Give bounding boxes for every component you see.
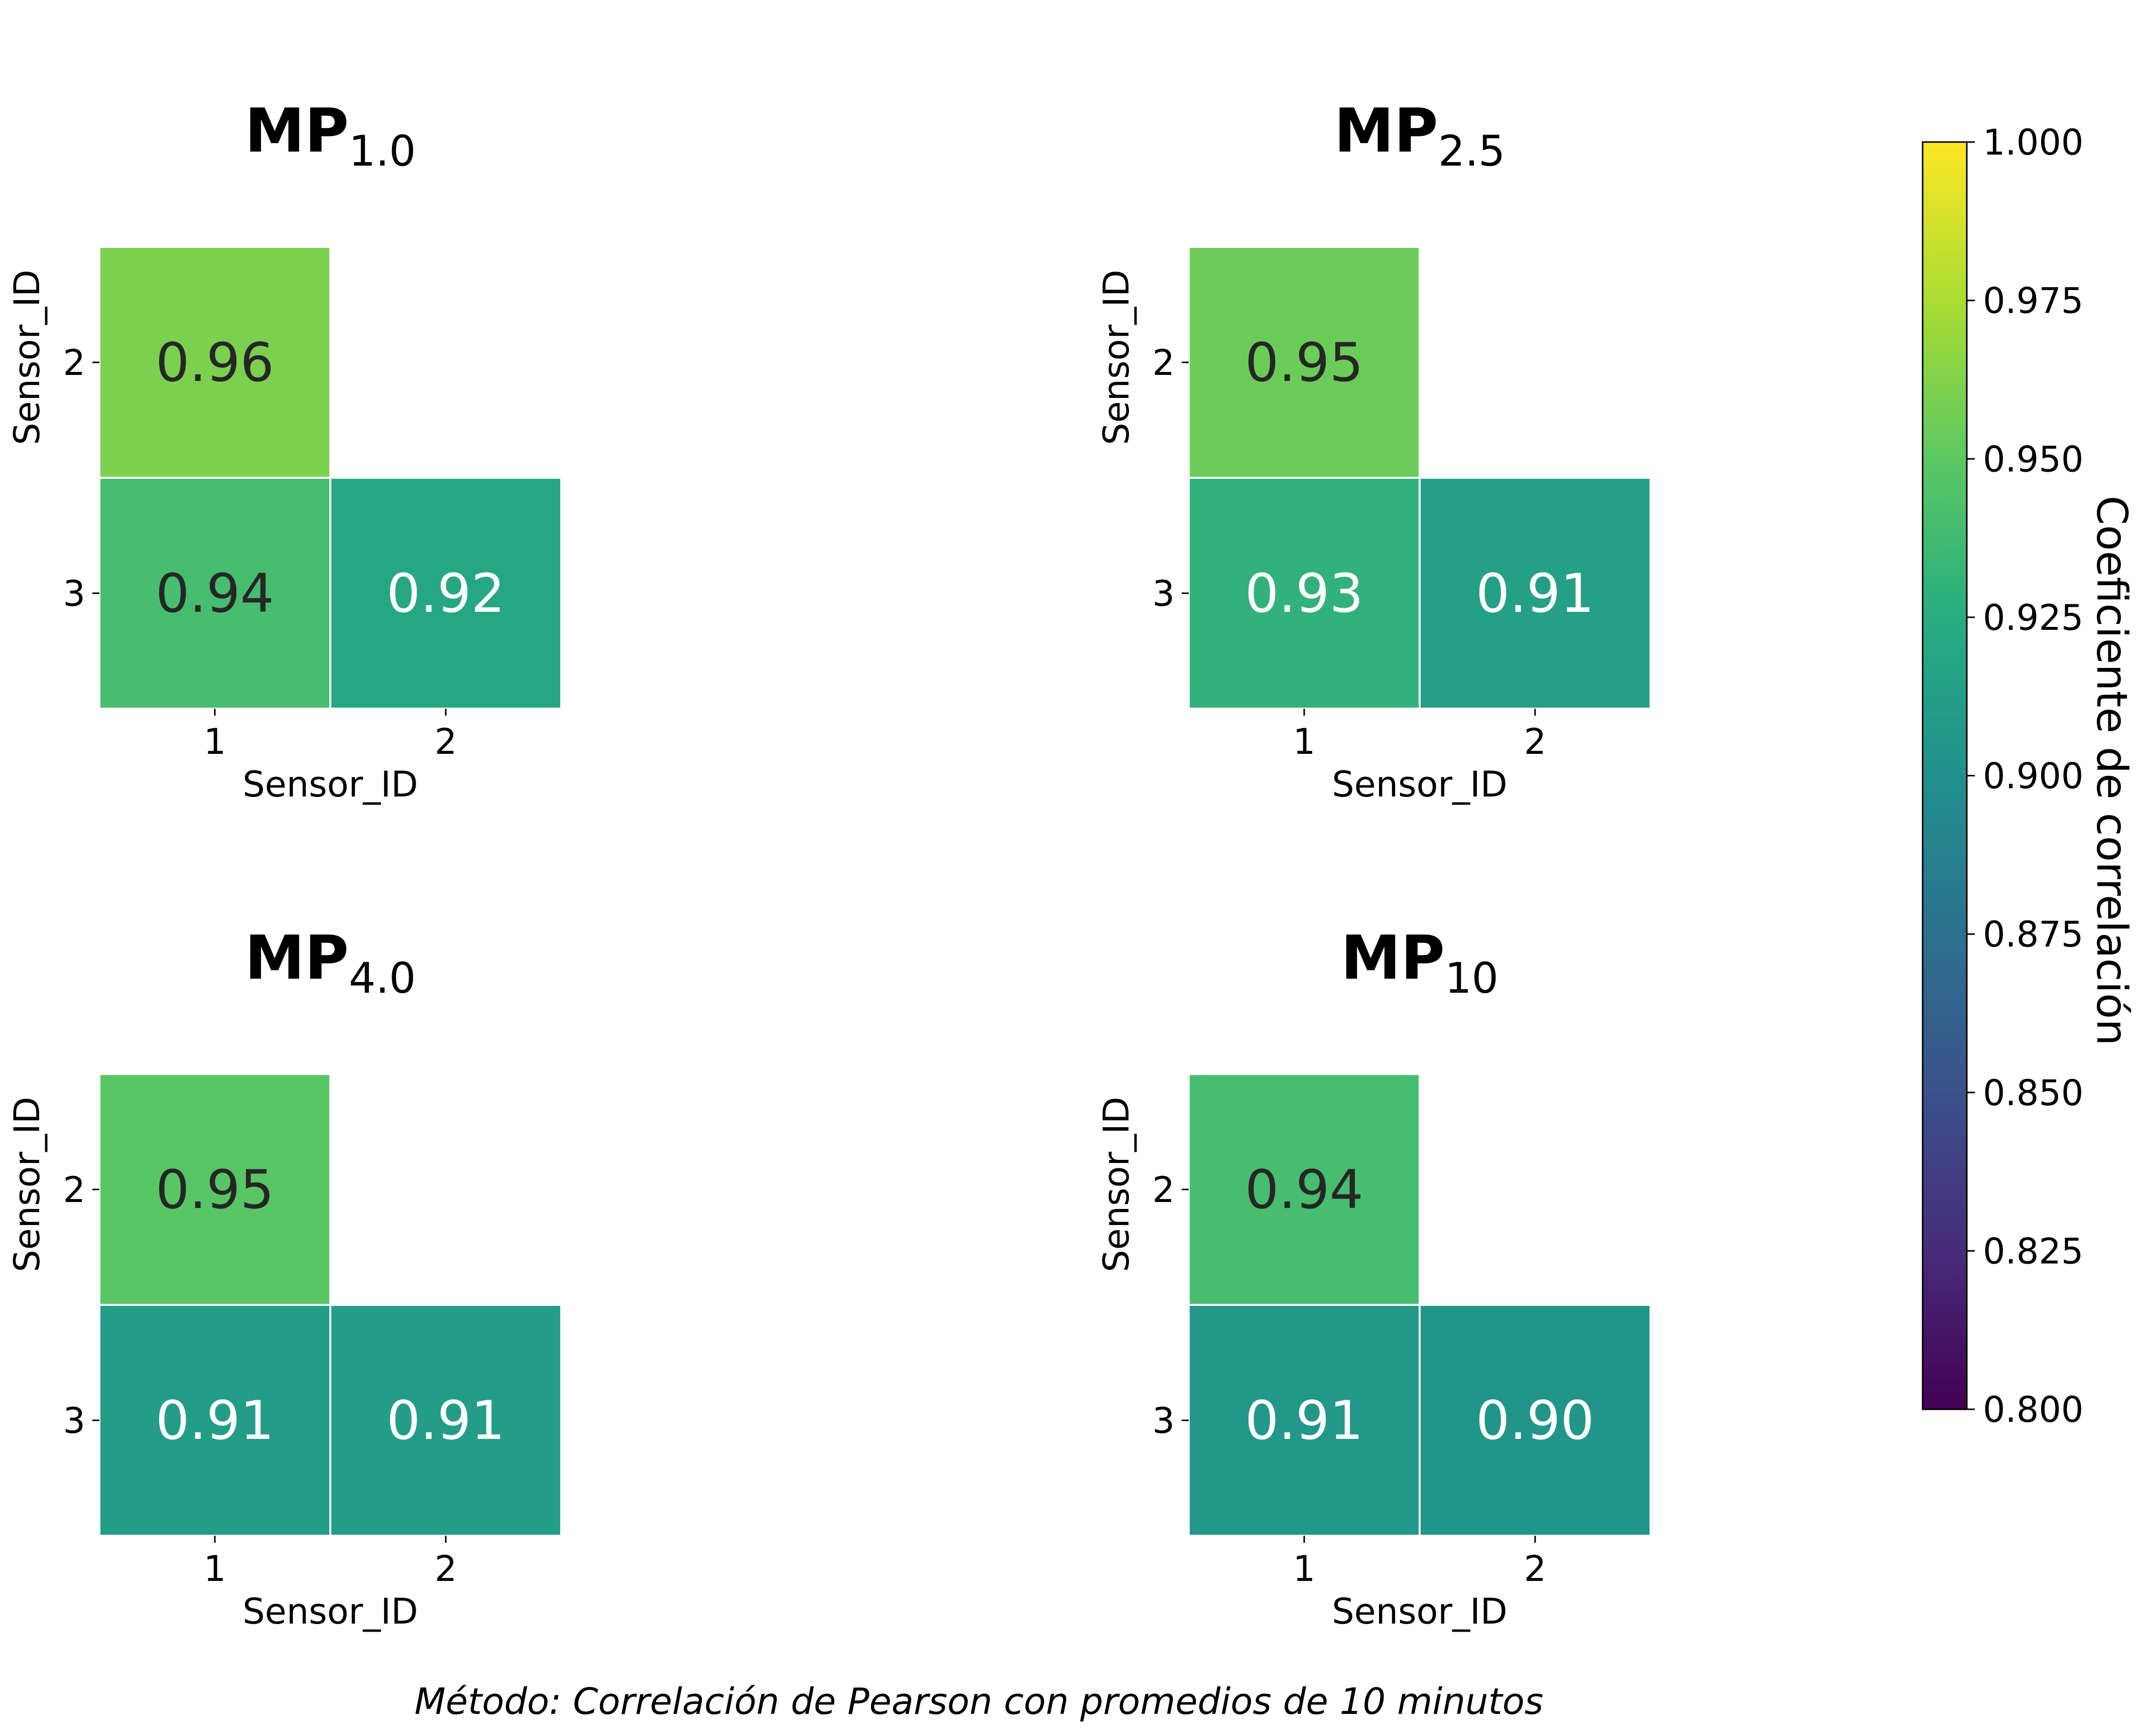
panel-title-subscript: 4.0 [349,954,416,1003]
panel-title-subscript: 1.0 [349,126,416,176]
cell-value-label: 0.92 [387,563,505,624]
colorbar-tick-label: 0.850 [1983,1073,2083,1114]
panel-title-main: MP [1334,96,1438,166]
y-tick-label: 3 [1152,1400,1175,1441]
colorbar-gradient [1922,141,1968,1410]
colorbar-tick-label: 0.975 [1983,281,2083,322]
heatmap-cell [1188,246,1421,479]
x-tick-label: 2 [435,1548,457,1589]
panel-title-subscript: 2.5 [1438,126,1505,176]
figure-caption: Método: Correlación de Pearson con prome… [415,1680,1544,1722]
panel-title-subscript: 10 [1445,954,1498,1003]
colorbar-tick-label: 0.900 [1983,756,2083,797]
x-tick-label: 1 [1293,1548,1316,1589]
heatmap-panel-3: MP4.0 0.95 0.91 0.91 1 2 Sensor_ID 2 3 Sensor_ID [7,923,562,1632]
x-axis-label: Sensor_ID [242,764,418,805]
cell-value-label: 0.91 [387,1390,505,1451]
y-tick-label: 3 [63,573,85,614]
cell-value-label: 0.94 [156,563,274,624]
cell-value-label: 0.91 [1476,563,1594,624]
colorbar-tick-label: 0.800 [1983,1389,2083,1430]
y-tick-label: 2 [63,1169,85,1211]
panel-title-main: MP [245,923,349,993]
colorbar-tick-label: 0.875 [1983,914,2083,955]
panel-title-main: MP [1341,923,1445,993]
colorbar-tick-label: 0.950 [1983,439,2083,480]
heatmap-cell [98,477,331,710]
heatmap-panels: MP1.00.960.94 0.921 2Sensor_ID23Sensor_IDM… [7,96,1652,1632]
heatmap-cell [329,477,562,710]
y-axis-label: Sensor_ID [7,270,48,445]
colorbar-tick-label: 0.825 [1983,1231,2083,1272]
heatmap-cell [98,1073,331,1306]
panel-title: MP10 [1341,923,1498,1003]
heatmap-cell [1188,1073,1421,1306]
y-tick-label: 2 [63,342,85,383]
cell-value-label: 0.96 [156,332,274,393]
heatmap-panel-2: MP2.5 0.95 0.93 0.91 1 2 Sensor_ID 2 3 Sensor_ID [1096,96,1652,805]
y-tick-label: 3 [1152,573,1175,614]
panel-title-main: MP [245,96,349,166]
y-tick-label: 2 [1152,1169,1175,1211]
y-axis-label: Sensor_ID [1096,270,1137,445]
colorbar-tick-label: 0.925 [1983,597,2083,638]
y-tick-label: 2 [1152,342,1175,383]
colorbar: 0.800 0.825 0.850 0.875 0.900 0.925 0.950 0.975… [1922,122,2136,1430]
heatmap-panel-4: MP10 0.94 0.91 0.90 1 2 Sensor_ID 2 3 Sensor_ID [1096,923,1652,1632]
x-axis-label: Sensor_ID [1332,764,1507,805]
x-axis-label: Sensor_ID [242,1591,418,1632]
x-tick-label: 1 [204,1548,226,1589]
y-tick-label: 3 [63,1400,85,1441]
x-tick-label: 2 [1524,1548,1547,1589]
cell-value-label: 0.94 [1245,1159,1363,1221]
colorbar-label: Coeficiente de correlación [2087,495,2136,1045]
x-tick-label: 1 [1293,721,1316,762]
panel-title: MP2.5 [1334,96,1505,176]
x-tick-label: 2 [435,721,457,762]
cell-value-label: 0.91 [1245,1390,1363,1451]
colorbar-tick-label: 1.000 [1983,122,2083,163]
heatmap-cell [1419,1304,1652,1537]
x-tick-label: 1 [204,721,226,762]
heatmap-panel-1: MP1.0 0.96 0.94 0.92 1 2 Sensor_ID 2 3 Sensor_ID [7,96,562,805]
x-axis-label: Sensor_ID [1332,1591,1507,1632]
heatmap-cell [98,246,331,479]
x-tick-label: 2 [1524,721,1547,762]
heatmap-cell [1188,1304,1421,1537]
cell-value-label: 0.95 [156,1159,274,1221]
cell-value-label: 0.90 [1476,1390,1594,1451]
cell-value-label: 0.95 [1245,332,1363,393]
panel-title: MP1.0 [245,96,416,176]
heatmap-cell [98,1304,331,1537]
panel-title: MP4.0 [245,923,416,1003]
cell-value-label: 0.93 [1245,563,1363,624]
y-axis-label: Sensor_ID [7,1097,48,1272]
heatmap-cell [1419,477,1652,710]
y-axis-label: Sensor_ID [1096,1097,1137,1272]
cell-value-label: 0.91 [156,1390,274,1451]
